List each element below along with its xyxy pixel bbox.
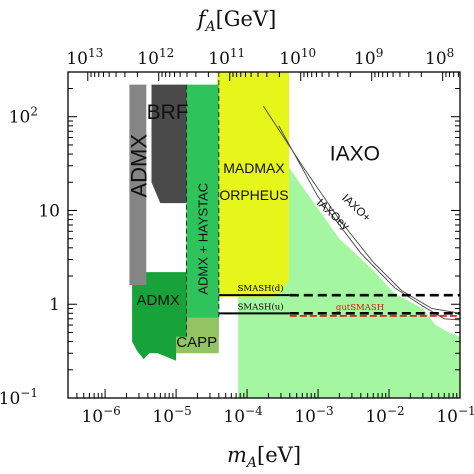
x-axis-symbol: m bbox=[227, 443, 247, 467]
outline-iaxo bbox=[263, 105, 460, 314]
x-tick-label: 10−3 bbox=[294, 404, 333, 427]
region-admx-haystac bbox=[186, 84, 219, 337]
outline-iaxoey bbox=[278, 125, 460, 321]
x-axis-subscript: A bbox=[245, 455, 257, 471]
ticks-layer bbox=[67, 71, 461, 399]
top-axis-symbol: f bbox=[196, 7, 209, 31]
label-brf: BRF bbox=[147, 101, 189, 124]
top-axis-subscript: A bbox=[203, 19, 215, 35]
x-tick-label: 10−5 bbox=[152, 404, 191, 427]
region-brf bbox=[151, 84, 187, 204]
y-tick-label: 1 bbox=[49, 295, 60, 315]
plot-frame bbox=[67, 71, 461, 399]
label-admx-vertical: ADMX bbox=[126, 134, 151, 198]
top-tick-label: 109 bbox=[354, 46, 383, 69]
x-axis-unit: [eV] bbox=[257, 443, 301, 467]
top-tick-label: 1011 bbox=[208, 46, 245, 69]
y-tick-label: 10 bbox=[38, 201, 60, 221]
label-smash-u: SMASH(u) bbox=[238, 301, 284, 312]
x-tick-label: 10−4 bbox=[223, 404, 263, 427]
region-madmax bbox=[217, 72, 289, 297]
top-tick-label: 1013 bbox=[66, 46, 103, 69]
x-tick-label: 10−6 bbox=[81, 404, 120, 427]
top-tick-label: 1012 bbox=[137, 46, 174, 69]
top-axis-unit: [GeV] bbox=[216, 7, 277, 31]
label-admx-haystac: ADMX + HAYSTAC bbox=[195, 183, 210, 295]
label-smash-d: SMASH(d) bbox=[238, 283, 284, 294]
x-axis-title: mA[eV] bbox=[227, 443, 301, 471]
label-capp: CAPP bbox=[176, 334, 217, 351]
label-gutsmash: gutSMASH bbox=[336, 303, 384, 313]
x-tick-label: 10−1 bbox=[436, 404, 474, 427]
region-admx bbox=[129, 84, 147, 286]
label-orpheus: ORPHEUS bbox=[219, 187, 288, 203]
label-madmax: MADMAX bbox=[223, 160, 285, 176]
label-iaxo: IAXO bbox=[330, 143, 380, 166]
x-tick-label: 10−2 bbox=[365, 404, 404, 427]
y-tick-label: 10−1 bbox=[0, 386, 38, 409]
y-tick-label: 102 bbox=[9, 105, 38, 128]
label-admx: ADMX bbox=[137, 292, 180, 309]
lines-layer bbox=[218, 293, 460, 317]
top-tick-label: 108 bbox=[425, 46, 454, 69]
top-tick-label: 1010 bbox=[279, 46, 316, 69]
top-axis-title: fA[GeV] bbox=[196, 7, 277, 35]
region-admx-projected bbox=[132, 272, 187, 361]
